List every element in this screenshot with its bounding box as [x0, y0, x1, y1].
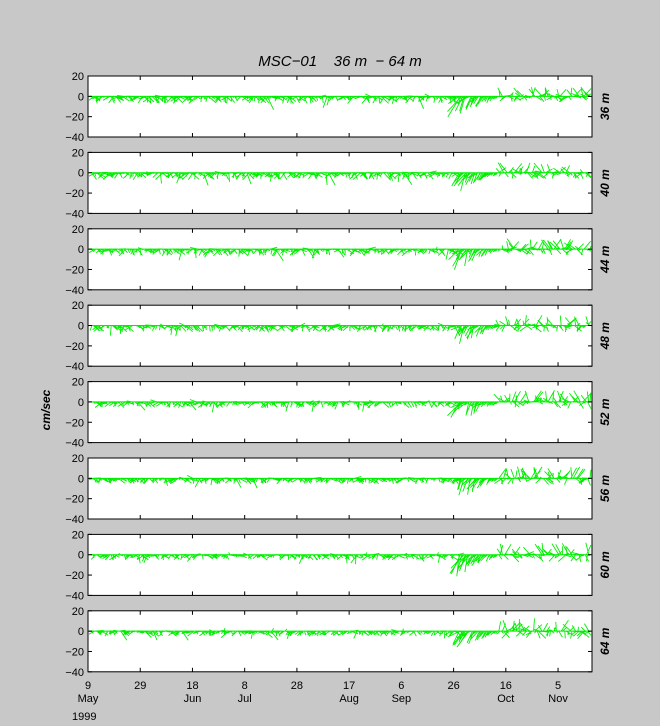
y-tick-label: 20 [72, 147, 84, 159]
depth-label: 40 m [598, 169, 612, 198]
y-tick-label: −20 [65, 417, 84, 429]
depth-label: 48 m [598, 322, 612, 351]
y-tick-label: 20 [72, 453, 84, 465]
x-tick-label: 18 [186, 680, 198, 692]
depth-label: 64 m [598, 627, 612, 655]
y-tick-label: 20 [72, 529, 84, 541]
y-tick-label: −40 [65, 208, 84, 220]
y-tick-label: 20 [72, 224, 84, 236]
x-tick-label: 26 [447, 680, 459, 692]
x-month-label: Oct [497, 693, 514, 705]
y-tick-label: −40 [65, 590, 84, 602]
panel-48m: 20 0 −20 −40 48 m [65, 300, 612, 373]
x-month-label: Sep [392, 693, 412, 705]
plot-area [87, 75, 593, 138]
panel-52m: 20 0 −20 −40 52 m [65, 377, 612, 450]
y-tick-label: 0 [78, 321, 84, 333]
y-tick-label: −20 [65, 646, 84, 658]
plot-area [87, 381, 593, 444]
y-tick-label: 0 [78, 473, 84, 485]
x-month-label: Aug [339, 693, 359, 705]
y-tick-label: 0 [78, 244, 84, 256]
plot-area [87, 151, 593, 214]
y-tick-label: 0 [78, 626, 84, 638]
depth-label: 56 m [598, 474, 612, 502]
x-month-label: May [78, 693, 99, 705]
panel-60m: 20 0 −20 −40 60 m [65, 529, 612, 602]
plot-area [87, 228, 593, 291]
y-tick-label: 20 [72, 300, 84, 312]
y-tick-label: 20 [72, 377, 84, 389]
velocity-sticks [89, 315, 592, 344]
y-tick-label: −20 [65, 188, 84, 200]
panel-40m: 20 0 −20 −40 40 m [65, 147, 612, 220]
y-tick-label: 20 [72, 606, 84, 618]
x-tick-label: 16 [500, 680, 512, 692]
depth-label: 44 m [598, 245, 612, 274]
y-tick-label: −20 [65, 494, 84, 506]
y-tick-label: 20 [72, 71, 84, 83]
x-tick-label: 17 [343, 680, 355, 692]
y-tick-label: −40 [65, 361, 84, 373]
y-axis-label: cm/sec [39, 389, 53, 430]
x-month-label: Nov [548, 693, 568, 705]
y-tick-label: −40 [65, 514, 84, 526]
y-tick-label: −20 [65, 570, 84, 582]
depth-label: 60 m [598, 551, 612, 579]
chart-title: MSC−01 36 m − 64 m [258, 53, 421, 70]
x-tick-label: 9 [85, 680, 91, 692]
y-tick-label: −40 [65, 667, 84, 679]
plot-area [87, 610, 593, 673]
x-tick-label: 6 [398, 680, 404, 692]
y-tick-label: −40 [65, 132, 84, 144]
panel-44m: 20 0 −20 −40 44 m [65, 224, 612, 297]
y-tick-label: −20 [65, 341, 84, 353]
y-tick-label: 0 [78, 397, 84, 409]
plot-area [87, 304, 593, 367]
depth-label: 52 m [598, 398, 612, 426]
y-tick-label: 0 [78, 91, 84, 103]
y-tick-label: −20 [65, 112, 84, 124]
x-month-label: Jul [238, 693, 252, 705]
panel-64m: 20 0 −20 −40 64 m [65, 606, 612, 679]
y-tick-label: −40 [65, 438, 84, 450]
x-tick-label: 5 [555, 680, 561, 692]
x-tick-label: 28 [291, 680, 303, 692]
y-tick-label: 0 [78, 550, 84, 562]
plot-area [87, 457, 593, 520]
panel-56m: 20 0 −20 −40 56 m [65, 453, 612, 526]
x-tick-label: 29 [134, 680, 146, 692]
plot-area [87, 533, 593, 596]
y-tick-label: −20 [65, 264, 84, 276]
x-tick-label: 8 [242, 680, 248, 692]
x-month-label: Jun [184, 693, 202, 705]
year-label: 1999 [72, 711, 96, 723]
y-tick-label: 0 [78, 168, 84, 180]
panel-36m: 20 0 −20 −40 36 m [65, 71, 612, 144]
depth-label: 36 m [598, 92, 612, 120]
y-tick-label: −40 [65, 285, 84, 297]
